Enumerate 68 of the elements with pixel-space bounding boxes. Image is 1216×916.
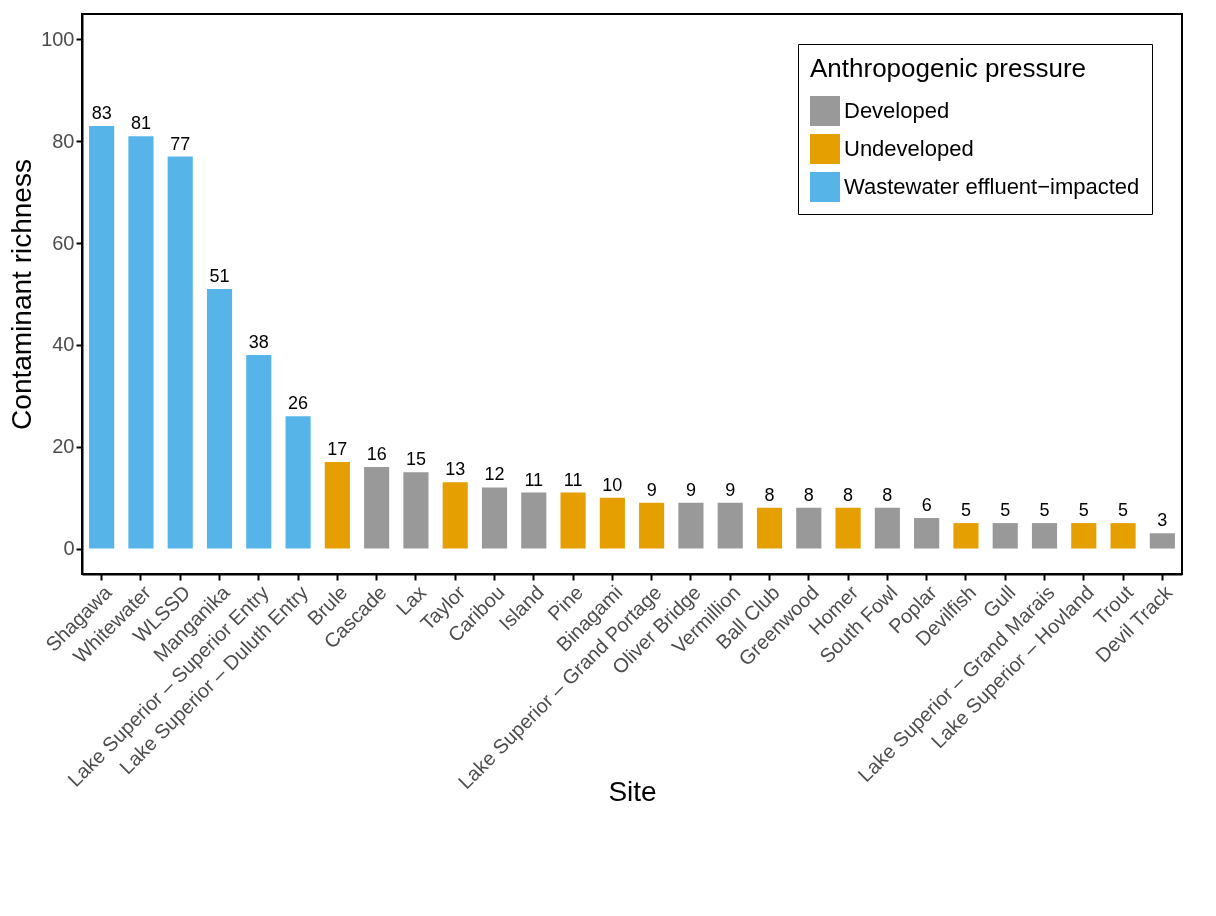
data-label: 77 (170, 133, 191, 154)
y-tick-label: 40 (52, 333, 75, 356)
bar (206, 288, 233, 549)
data-label: 13 (445, 459, 466, 480)
data-label: 26 (288, 393, 309, 414)
y-tick-label: 0 (63, 537, 75, 560)
bar (1071, 523, 1097, 549)
data-label: 5 (1000, 500, 1011, 521)
data-label: 83 (91, 103, 112, 123)
y-tick-label: 100 (41, 27, 75, 50)
data-label: 51 (209, 265, 230, 286)
bar (246, 355, 272, 549)
bar (128, 136, 154, 549)
data-label: 8 (803, 484, 814, 505)
data-label: 9 (646, 479, 657, 500)
bar (167, 156, 193, 549)
bar (717, 502, 743, 549)
legend-title: Anthropogenic pressure (810, 53, 1087, 83)
bar (1110, 523, 1136, 549)
data-label: 11 (524, 469, 544, 490)
data-label: 5 (960, 500, 971, 521)
data-label: 11 (563, 469, 583, 490)
data-label: 5 (1078, 500, 1089, 521)
data-label: 3 (1157, 510, 1168, 531)
data-label: 12 (484, 464, 505, 485)
bar (89, 126, 115, 549)
bar (874, 507, 900, 549)
bar (992, 523, 1018, 549)
bar (403, 472, 429, 549)
data-label: 9 (685, 479, 696, 500)
bar (521, 492, 547, 549)
data-label: 10 (602, 474, 623, 495)
bar (285, 416, 311, 549)
y-tick-label: 80 (52, 129, 75, 152)
data-label: 81 (130, 113, 151, 134)
data-label: 8 (843, 484, 854, 505)
bar (560, 492, 586, 549)
bar (442, 482, 468, 549)
bar (1031, 523, 1058, 549)
data-label: 5 (1118, 500, 1129, 521)
x-axis-title: Site (608, 775, 657, 807)
data-label: 38 (248, 332, 269, 353)
legend-label: Wastewater effluent−impacted (844, 174, 1140, 199)
bar (914, 518, 940, 549)
data-label: 5 (1039, 500, 1050, 521)
data-label: 6 (921, 495, 932, 515)
legend-label: Developed (844, 98, 950, 123)
bar (835, 507, 861, 549)
data-label: 8 (882, 484, 893, 505)
y-tick-label: 20 (52, 435, 75, 458)
legend-label: Undeveloped (844, 136, 974, 161)
data-label: 15 (405, 449, 426, 470)
bar (364, 467, 390, 549)
y-axis-title: Contaminant richness (6, 159, 38, 430)
data-label: 9 (725, 479, 736, 500)
data-label: 8 (764, 484, 775, 505)
bar (639, 502, 665, 549)
bar (481, 487, 508, 549)
bar (678, 502, 704, 549)
bar (756, 507, 783, 549)
bar (599, 497, 625, 549)
bar (796, 507, 822, 549)
data-label: 17 (327, 439, 348, 459)
bar (324, 462, 350, 549)
data-label: 16 (366, 444, 387, 465)
bar (1149, 533, 1175, 549)
bar (953, 523, 979, 549)
y-tick-label: 60 (52, 231, 75, 254)
